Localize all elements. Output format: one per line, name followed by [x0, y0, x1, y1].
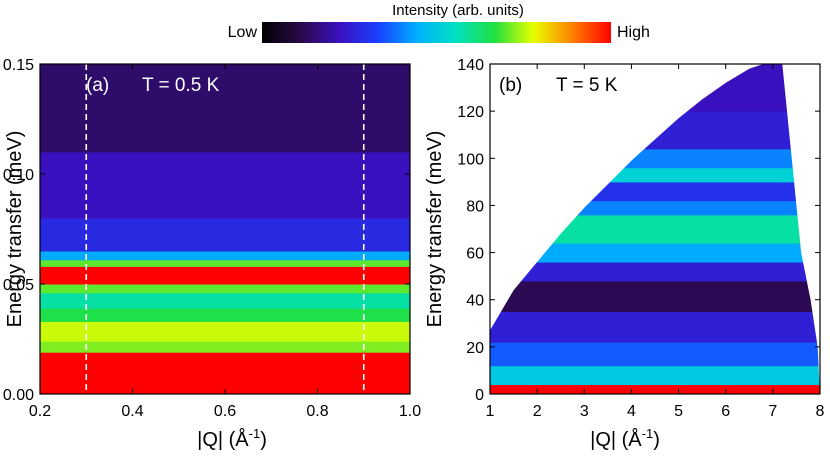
panel-a-x-tick-label: 1.0	[399, 403, 421, 420]
panel-b-mask-left	[490, 64, 764, 394]
panel-a-band-6	[40, 266, 410, 285]
panel-a-x-tick-label: 0.4	[121, 403, 143, 420]
panel-a-heatmap	[40, 64, 410, 394]
panel-b-band-1	[490, 365, 820, 386]
panel-a-y-tick-label: 0.10	[3, 167, 34, 184]
panel-b-band-6	[490, 243, 820, 263]
panel-a-band-10	[40, 152, 410, 219]
panel-a-x-axis-label: |Q| (Å-1)	[197, 426, 267, 451]
panel-b-x-tick-label: 1	[486, 403, 495, 420]
panel-a-x-tick-label: 0.6	[214, 403, 236, 420]
panel-a-annotation: T = 0.5 K	[142, 75, 220, 96]
panel-a-band-0	[40, 352, 410, 394]
panel-a-x-tick-label: 0.8	[306, 403, 328, 420]
panel-b-y-tick-label: 120	[457, 104, 484, 121]
panel-b-y-tick-label: 40	[466, 293, 484, 310]
panel-b-annotation: T = 5 K	[556, 75, 618, 96]
panel-b-x-tick-label: 5	[674, 403, 683, 420]
panel-a-y-axis-label: Energy transfer (meV)	[4, 131, 26, 328]
panel-b-x-axis-label: |Q| (Å-1)	[590, 426, 660, 451]
colorbar-high-label: High	[617, 24, 650, 41]
panel-a-band-2	[40, 321, 410, 342]
panel-b-y-tick-label: 100	[457, 151, 484, 168]
panel-b-y-tick-label: 20	[466, 340, 484, 357]
panel-b-y-tick-label: 0	[475, 387, 484, 404]
panel-b-x-tick-label: 2	[533, 403, 542, 420]
panel-a-band-3	[40, 308, 410, 322]
colorbar	[262, 22, 611, 43]
colorbar-title: Intensity (arb. units)	[392, 2, 524, 19]
panel-b-x-tick-label: 8	[816, 403, 825, 420]
panel-a-band-9	[40, 218, 410, 252]
panel-a-x-tick-label: 0.2	[29, 403, 51, 420]
panel-b-y-tick-label: 140	[457, 57, 484, 74]
panel-b-band-0	[490, 384, 820, 394]
panel-a-band-7	[40, 259, 410, 267]
panel-b-frame	[489, 63, 821, 395]
panel-a-band-1	[40, 341, 410, 353]
panel-b-mask-right	[782, 64, 820, 394]
panel-a-band-11	[40, 64, 410, 153]
panel-a-band-4	[40, 292, 410, 309]
panel-b-y-tick-label: 80	[466, 198, 484, 215]
panel-b-y-tick-label: 60	[466, 246, 484, 263]
panel-a-y-tick-label: 0.00	[3, 387, 34, 404]
panel-a-y-tick-label: 0.15	[3, 57, 34, 74]
panel-a-ticks: 0.2 0.4 0.6 0.8 1.0 0.00 0.05 0.10 0.15	[3, 57, 421, 420]
colorbar-low-label: Low	[228, 24, 258, 41]
panel-a-label: (a)	[86, 75, 109, 96]
panel-b-band-5	[490, 262, 820, 282]
panel-b-x-tick-label: 6	[721, 403, 730, 420]
panel-a-band-8	[40, 251, 410, 261]
panel-a: (a) T = 0.5 K 0.2 0.4 0.6 0.8 1.0 0.00 0.05 0.1…	[3, 57, 421, 451]
panel-b-x-tick-label: 4	[627, 403, 636, 420]
panel-b-x-tick-label: 3	[580, 403, 589, 420]
panel-b-x-tick-label: 7	[768, 403, 777, 420]
panel-b-band-2	[490, 342, 820, 367]
panel-a-y-tick-label: 0.05	[3, 277, 34, 294]
panel-a-band-5	[40, 284, 410, 294]
panel-b-band-4	[490, 280, 820, 312]
panel-b-band-3	[490, 311, 820, 343]
panel-b-label: (b)	[499, 75, 522, 96]
panel-b-heatmap	[490, 64, 820, 394]
panel-a-dashed-lines	[85, 64, 365, 394]
panel-b-y-axis-label: Energy transfer (meV)	[424, 131, 446, 328]
